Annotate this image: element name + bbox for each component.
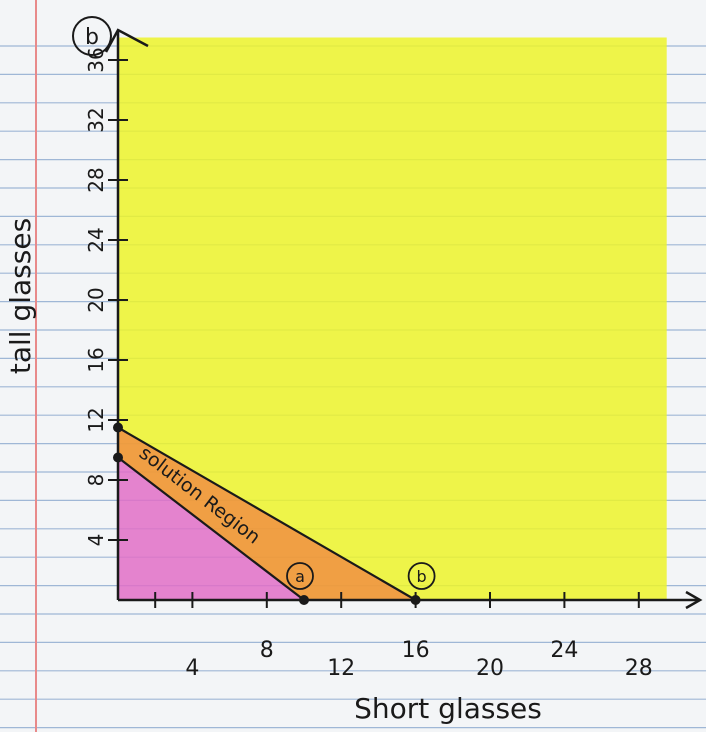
x-axis-ticks: 4 8 12 16 20 24 28 xyxy=(154,592,653,681)
x-tick-label: 16 xyxy=(402,638,430,663)
x-axis-label: Short glasses xyxy=(354,692,542,725)
y-intercept-point-a xyxy=(113,452,123,463)
x-intercept-point-b xyxy=(410,595,421,605)
x-axis-arrow xyxy=(685,590,703,610)
x-tick-label: 8 xyxy=(260,638,274,663)
y-tick-label: 24 xyxy=(84,227,108,252)
x-intercept-point-a xyxy=(299,595,309,605)
yellow-shaded-region xyxy=(118,37,667,600)
line-label-b: b xyxy=(417,567,427,586)
y-tick-label: 12 xyxy=(84,407,108,432)
y-tick-label: 8 xyxy=(84,474,108,487)
intercept-points xyxy=(113,422,421,605)
y-tick-label: 28 xyxy=(84,167,108,192)
y-tick-label: 32 xyxy=(84,107,108,132)
line-label-a: a xyxy=(295,567,305,586)
y-axis-label: tall glasses xyxy=(4,218,37,374)
constraint-line-b xyxy=(117,426,417,601)
y-tick-label: 20 xyxy=(84,287,108,312)
x-tick-label: 20 xyxy=(476,656,504,681)
x-tick-label: 4 xyxy=(185,656,199,681)
y-tick-label: 16 xyxy=(84,347,108,372)
constraint-lines xyxy=(117,426,417,601)
problem-label: b xyxy=(85,25,99,50)
y-tick-label: 4 xyxy=(84,534,108,547)
x-tick-label: 24 xyxy=(550,638,578,663)
constraint-line-a xyxy=(117,456,305,601)
x-tick-label: 12 xyxy=(327,656,355,681)
x-tick-label: 28 xyxy=(625,656,653,681)
y-intercept-point-b xyxy=(113,422,123,433)
line-label-circle-a xyxy=(286,562,314,590)
line-label-circle-b xyxy=(407,562,436,590)
problem-label-circle xyxy=(72,16,112,56)
